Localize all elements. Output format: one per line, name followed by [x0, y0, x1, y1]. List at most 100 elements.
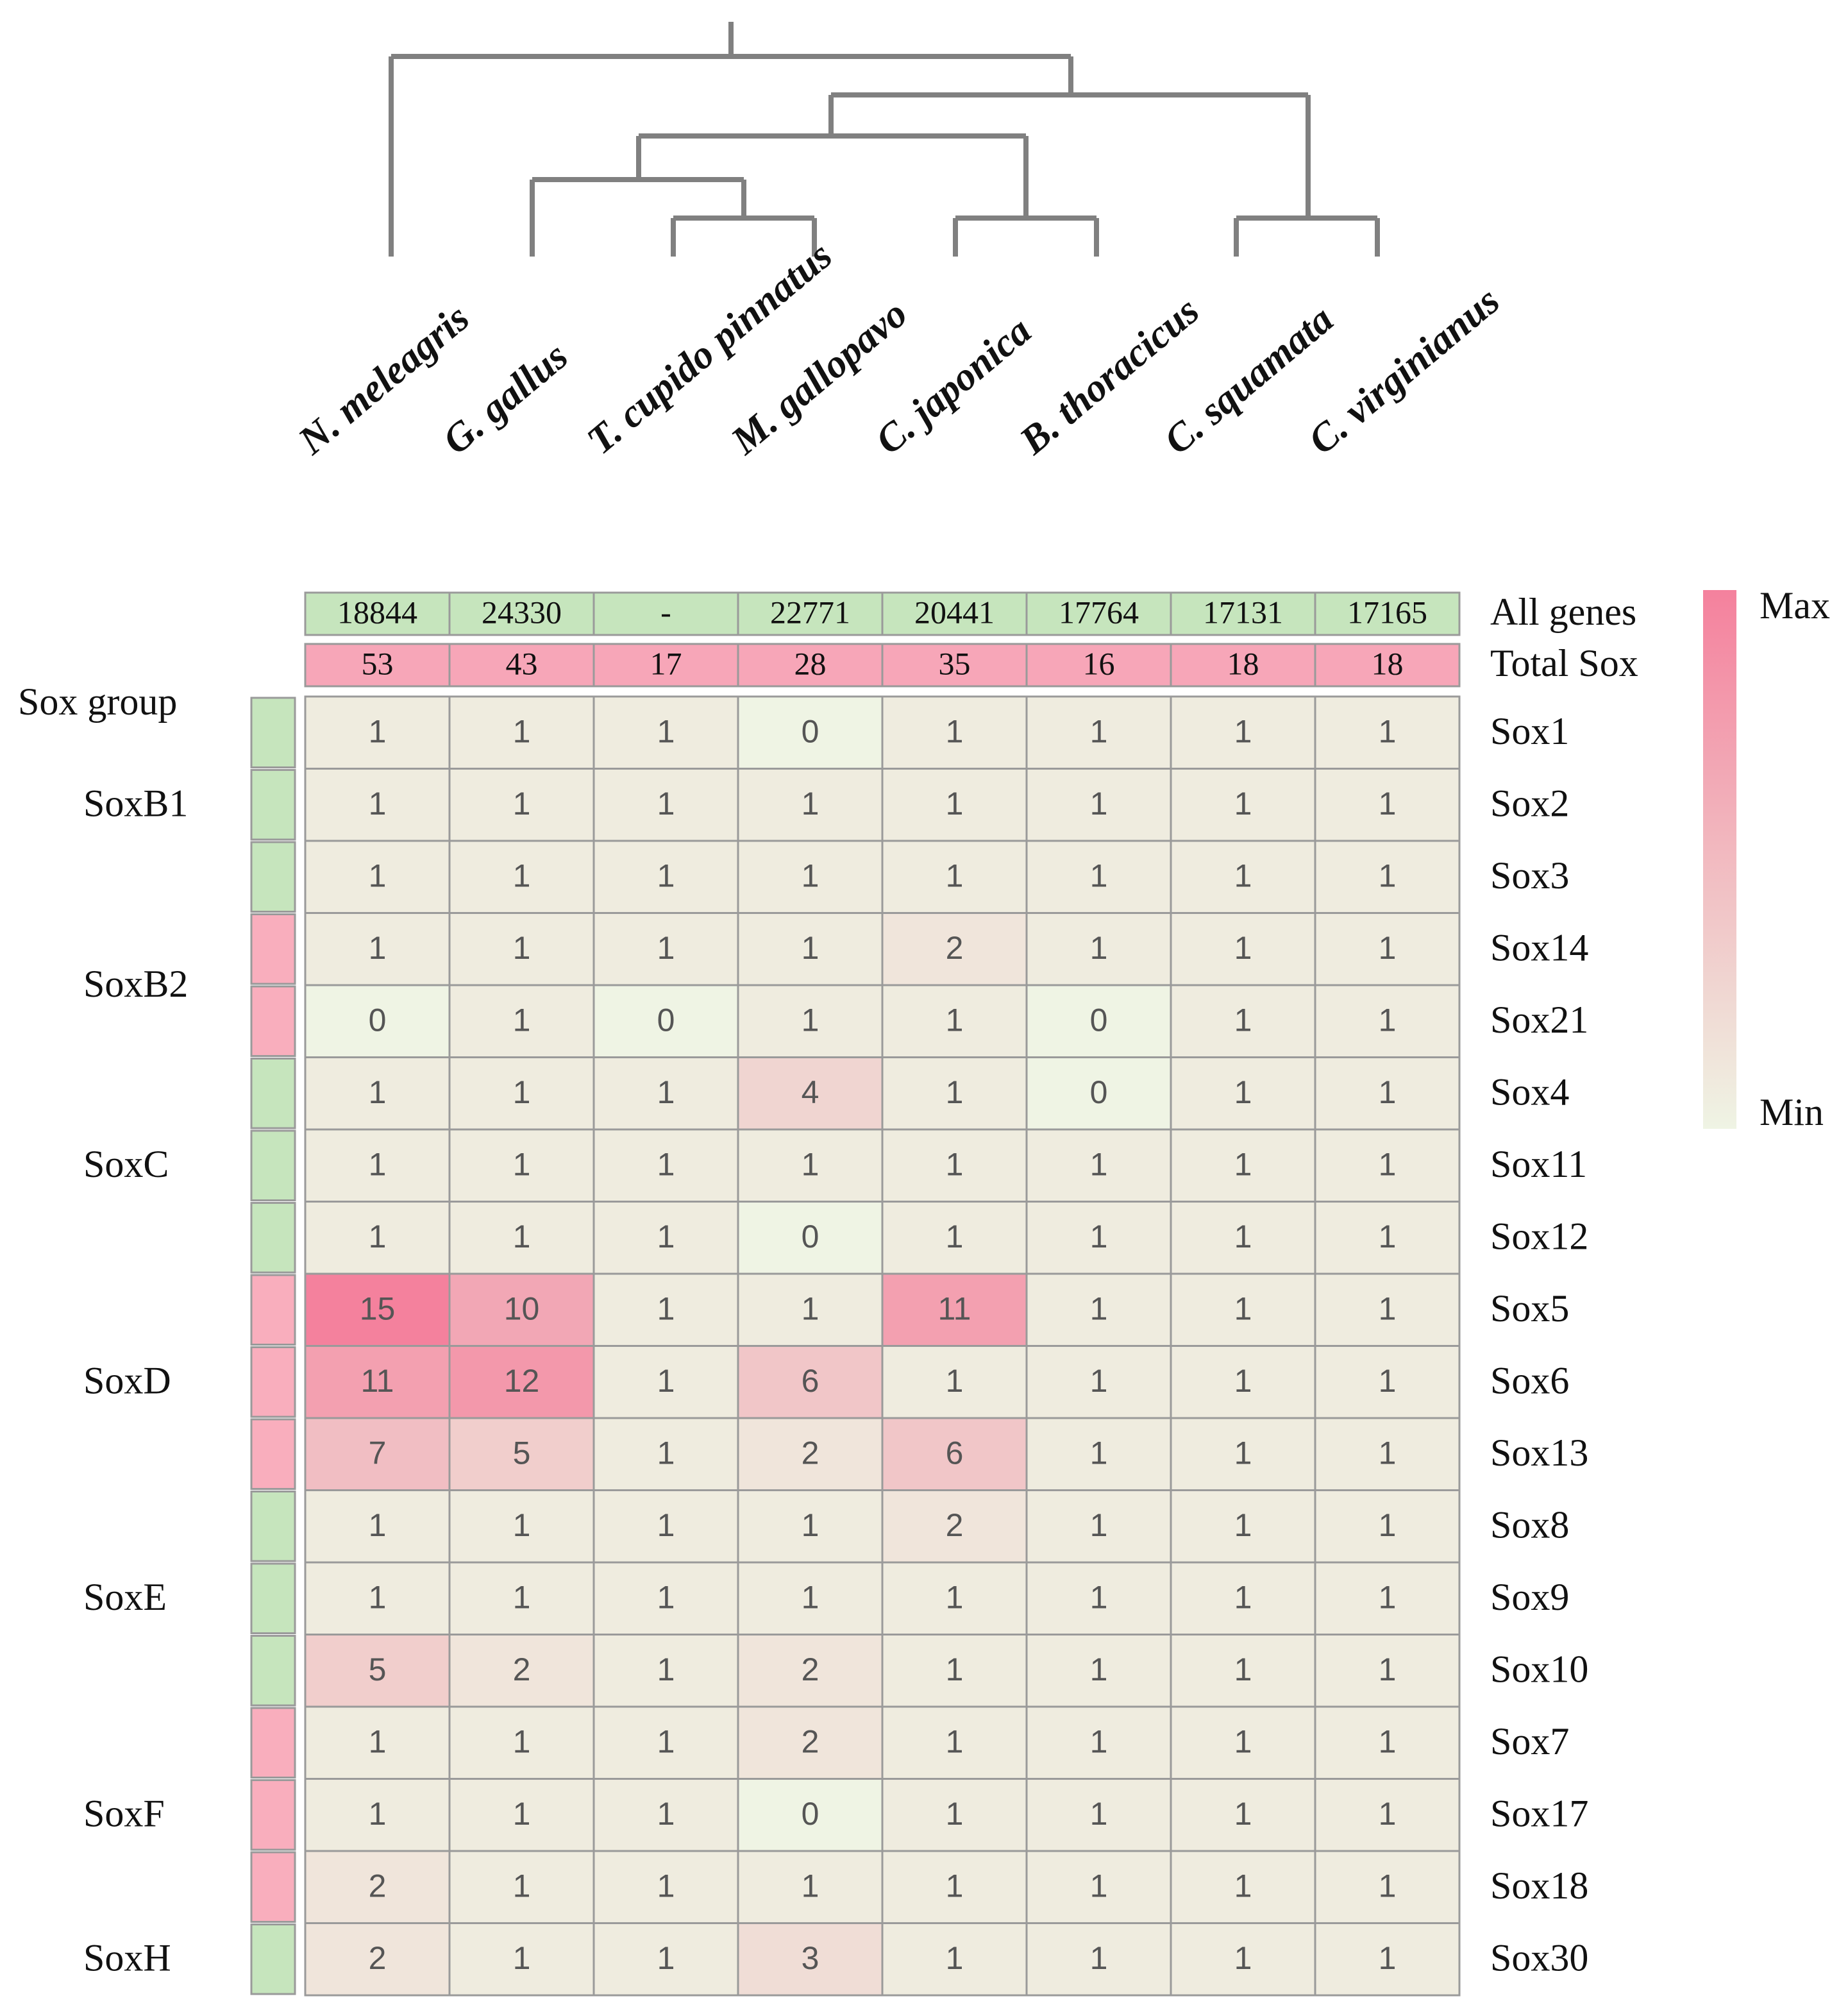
cell-value: 1	[802, 858, 819, 893]
heat-cell	[1025, 1345, 1172, 1419]
cell-value: 1	[946, 1652, 964, 1687]
heat-cell	[1170, 1201, 1316, 1275]
cell-value: 2	[369, 1940, 387, 1976]
cell-value: 1	[657, 713, 675, 749]
cell-value: 1	[369, 858, 387, 893]
cell-value: 1	[946, 1940, 964, 1976]
heat-cell	[1314, 768, 1461, 842]
cell-value: 1	[946, 858, 964, 893]
gene-label: Sox1	[1490, 710, 1569, 752]
heat-cell	[448, 1417, 595, 1491]
cell-value: 1	[369, 1074, 387, 1110]
cell-value: 1	[946, 713, 964, 749]
cell-value: 1	[657, 1796, 675, 1832]
cell-value: 1	[657, 1146, 675, 1182]
heat-cell	[592, 1922, 739, 1997]
cell-value: 1	[657, 1363, 675, 1399]
cell-value: 12	[504, 1363, 540, 1399]
cell-value: 1	[1090, 1290, 1108, 1326]
heat-cell	[1025, 1778, 1172, 1852]
cell-value: 2	[369, 1868, 387, 1904]
summary-cell	[592, 643, 739, 688]
cell-value: 1	[1379, 1940, 1397, 1976]
heat-cell	[1025, 768, 1172, 842]
cell-value: 1	[802, 786, 819, 822]
heat-cell	[304, 1056, 451, 1131]
cell-value: 1	[1090, 930, 1108, 966]
heat-cell	[1025, 1850, 1172, 1924]
cell-value: 2	[946, 1507, 964, 1543]
cell-value: 1	[1090, 1940, 1108, 1976]
group-strip	[250, 985, 296, 1057]
cell-value: 1	[1379, 1723, 1397, 1759]
heat-cell	[448, 1561, 595, 1635]
group-strip	[250, 1129, 296, 1201]
heat-cell	[737, 1634, 884, 1708]
cell-value: 1	[946, 1723, 964, 1759]
heat-cell	[304, 1345, 451, 1419]
gene-label: Sox4	[1490, 1071, 1569, 1113]
heat-cell	[737, 1201, 884, 1275]
heat-cell	[1170, 1634, 1316, 1708]
cell-value: 1	[1379, 1435, 1397, 1471]
cell-value: 1	[1090, 1579, 1108, 1615]
heat-cell	[1025, 1489, 1172, 1564]
heat-cell	[1025, 1922, 1172, 1997]
cell-value: 1	[802, 1002, 819, 1038]
heat-cell	[448, 1705, 595, 1780]
gene-label: Sox13	[1490, 1432, 1588, 1474]
cell-value: 1	[1234, 1796, 1252, 1832]
heat-cell	[1314, 1128, 1461, 1203]
heat-cell	[592, 984, 739, 1058]
cell-value: 0	[1090, 1074, 1108, 1110]
row-label: All genes	[1490, 591, 1636, 633]
heat-cell	[592, 1705, 739, 1780]
group-strip	[250, 1418, 296, 1490]
group-strip	[250, 1491, 296, 1562]
heat-cell	[592, 1561, 739, 1635]
cell-value: 1	[1090, 1435, 1108, 1471]
cell-value: 2	[946, 930, 964, 966]
summary-value: 22771	[770, 594, 850, 630]
summary-cell	[1314, 591, 1461, 636]
cell-value: 1	[513, 1579, 531, 1615]
heat-cell	[592, 1778, 739, 1852]
cell-value: 0	[369, 1002, 387, 1038]
cell-value: 10	[504, 1290, 540, 1326]
cell-value: 1	[1090, 1363, 1108, 1399]
cell-value: 1	[1234, 1219, 1252, 1255]
heat-cell	[448, 984, 595, 1058]
summary-cell	[1314, 643, 1461, 688]
cell-value: 1	[946, 1219, 964, 1255]
species-label: G. gallus	[435, 334, 576, 462]
heat-cell	[1025, 1417, 1172, 1491]
summary-cell	[1170, 591, 1316, 636]
group-strip	[250, 1851, 296, 1923]
cell-value: 1	[1090, 858, 1108, 893]
cell-value: 0	[657, 1002, 675, 1038]
cell-value: 1	[1090, 713, 1108, 749]
cell-value: 5	[513, 1435, 531, 1471]
heat-cell	[737, 1345, 884, 1419]
heat-cell	[881, 984, 1028, 1058]
cell-value: 1	[513, 1074, 531, 1110]
heat-cell	[881, 695, 1028, 770]
heat-cell	[1025, 1634, 1172, 1708]
cell-value: 1	[513, 1940, 531, 1976]
group-strip	[250, 697, 296, 768]
summary-value: 17131	[1203, 594, 1283, 630]
cell-value: 1	[1234, 786, 1252, 822]
heat-cell	[592, 1201, 739, 1275]
heat-cell	[304, 1850, 451, 1924]
cell-value: 1	[802, 1579, 819, 1615]
heat-cell	[592, 912, 739, 986]
cell-value: 1	[369, 713, 387, 749]
heat-cell	[304, 1417, 451, 1491]
heat-cell	[1314, 1634, 1461, 1708]
group-header: Sox group	[18, 680, 177, 723]
summary-value: 20441	[914, 594, 995, 630]
summary-cell	[592, 591, 739, 636]
cell-value: 1	[513, 786, 531, 822]
summary-value: 17764	[1059, 594, 1139, 630]
cell-value: 1	[657, 1652, 675, 1687]
